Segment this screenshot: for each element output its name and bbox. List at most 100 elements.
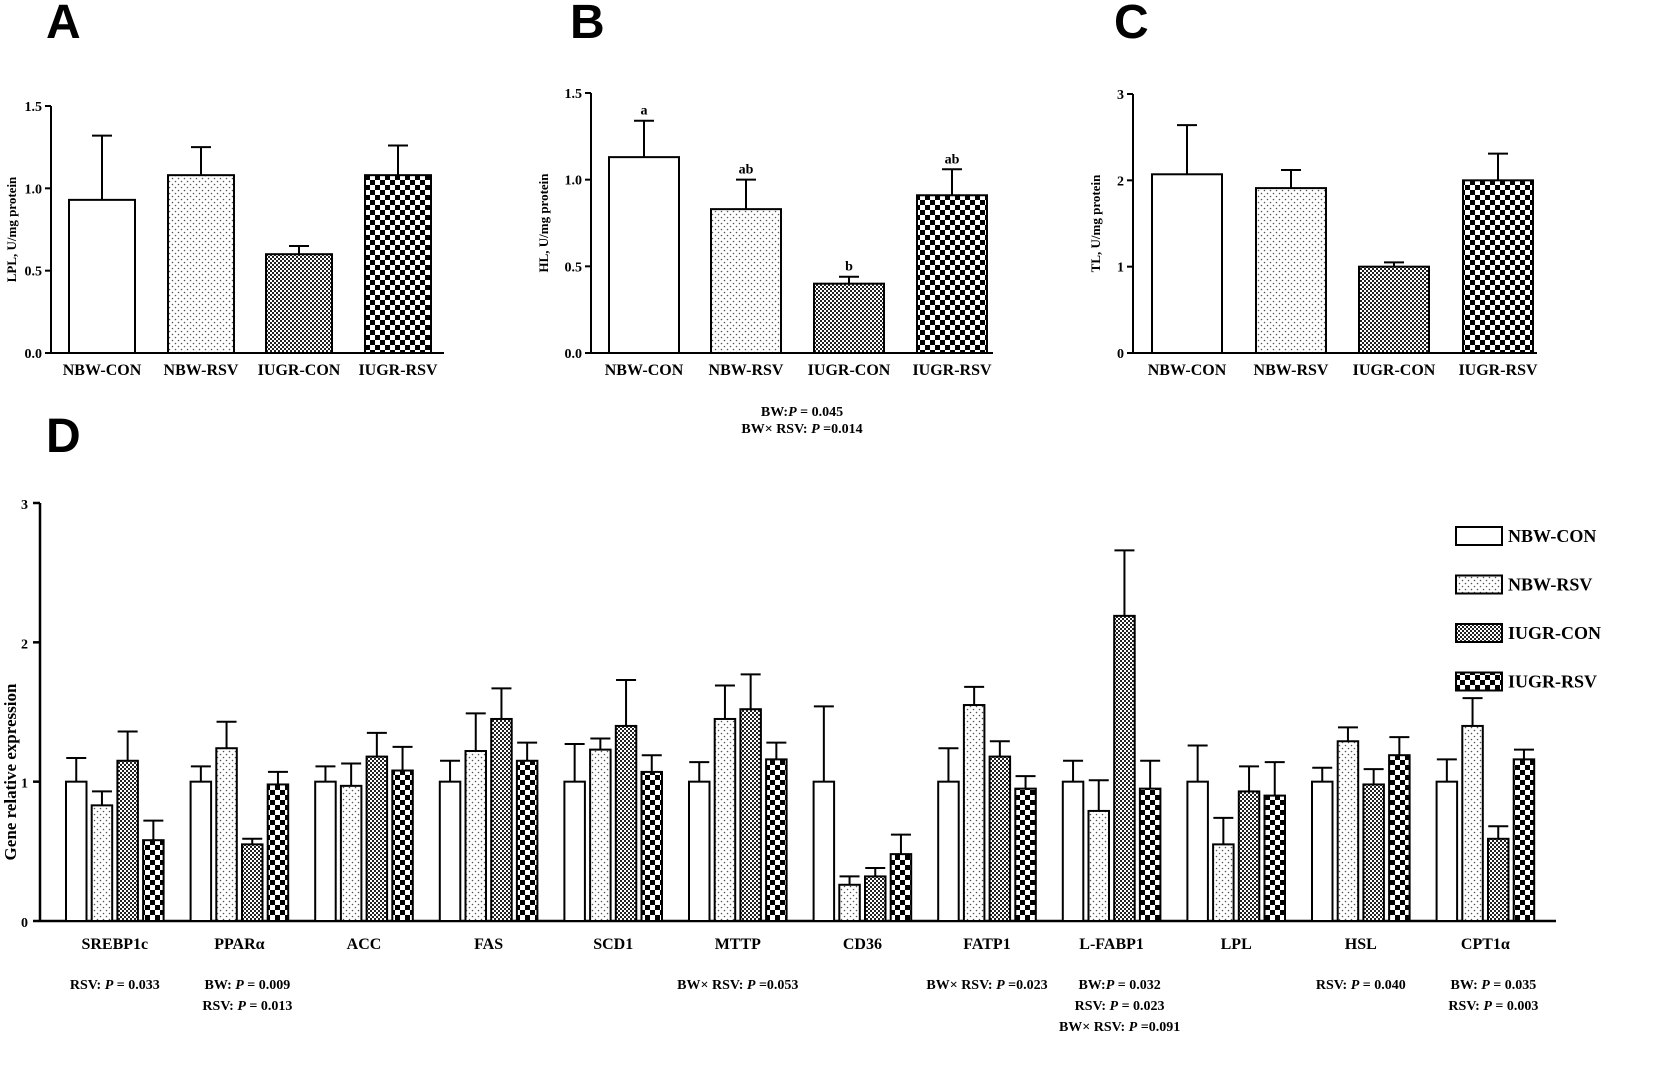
legend-swatch-iugr-con <box>1455 623 1503 643</box>
stats-note-d: BW: P = 0.009 <box>205 978 291 993</box>
y-tick-label-c: 3 <box>1117 88 1124 103</box>
stats-note-d: BW:P = 0.032 <box>1078 978 1160 993</box>
bar-pparα-nbw-rsv <box>215 747 238 923</box>
y-tick-label-a: 1.5 <box>25 100 43 115</box>
x-tick-label-c: IUGR-RSV <box>1458 362 1538 379</box>
bar-acc-iugr-rsv <box>391 769 414 923</box>
bar-a-iugr-con <box>265 253 333 354</box>
x-tick-label-b: NBW-CON <box>605 362 684 379</box>
y-tick-label-a: 0.0 <box>25 347 43 362</box>
significance-letter-b: ab <box>945 152 960 167</box>
x-tick-label-d: MTTP <box>715 936 761 953</box>
x-tick-label-c: NBW-RSV <box>1254 362 1329 379</box>
bar-acc-iugr-con <box>365 755 389 922</box>
stats-note-d: RSV: P = 0.023 <box>1075 999 1165 1014</box>
bar-c-nbw-rsv <box>1255 187 1327 354</box>
bar-lpl-iugr-con <box>1237 790 1261 922</box>
panel-letter-b: B <box>570 0 605 49</box>
x-tick-label-c: IUGR-CON <box>1353 362 1436 379</box>
bar-mttp-iugr-con <box>739 708 762 922</box>
panel-letter-a: A <box>46 0 81 49</box>
bar-hsl-nbw-con <box>1311 780 1334 923</box>
significance-letter-b: b <box>845 260 853 275</box>
bar-c-nbw-con <box>1151 173 1223 354</box>
bar-mttp-nbw-rsv <box>713 717 737 923</box>
x-tick-label-b: NBW-RSV <box>709 362 784 379</box>
bar-c-iugr-con <box>1358 265 1430 354</box>
bar-lpl-nbw-con <box>1186 780 1209 923</box>
y-axis-label-c: TL, U/mg protein <box>1088 174 1103 272</box>
bar-a-iugr-rsv <box>364 174 432 354</box>
stats-note-b: BW× RSV: P =0.014 <box>741 422 862 437</box>
bar-cpt1α-iugr-rsv <box>1512 758 1536 923</box>
bar-hsl-nbw-rsv <box>1336 740 1360 923</box>
x-tick-label-d: HSL <box>1345 936 1377 953</box>
bar-fatp1-nbw-con <box>937 780 960 923</box>
bar-pparα-iugr-rsv <box>266 783 290 922</box>
x-tick-label-a: IUGR-RSV <box>358 362 438 379</box>
y-axis-label-b: HL, U/mg protein <box>536 173 551 273</box>
stats-note-b: BW:P = 0.045 <box>761 405 843 420</box>
bar-scd1-nbw-rsv <box>589 748 612 922</box>
bar-srebp1c-nbw-con <box>65 780 88 923</box>
bar-acc-nbw-con <box>314 780 337 923</box>
legend-label-iugr-rsv: IUGR-RSV <box>1508 672 1597 692</box>
stats-note-d: BW× RSV: P =0.091 <box>1059 1020 1180 1035</box>
x-tick-label-d: CD36 <box>843 936 882 953</box>
y-tick-label-c: 0 <box>1117 347 1124 362</box>
x-tick-label-c: NBW-CON <box>1148 362 1227 379</box>
significance-letter-b: a <box>641 104 648 119</box>
bar-b-iugr-rsv <box>916 194 988 354</box>
bar-fas-nbw-con <box>438 780 462 923</box>
bar-scd1-iugr-rsv <box>640 770 663 922</box>
panel-letter-d: D <box>46 410 81 463</box>
bar-fas-iugr-rsv <box>515 759 539 922</box>
bar-scd1-nbw-con <box>563 780 586 923</box>
bar-cd36-nbw-rsv <box>838 883 861 922</box>
x-tick-label-d: PPARα <box>214 936 264 953</box>
stats-note-d: RSV: P = 0.013 <box>202 999 292 1014</box>
legend-label-nbw-con: NBW-CON <box>1508 526 1596 546</box>
legend-swatch-nbw-rsv <box>1455 574 1503 595</box>
stats-note-d: RSV: P = 0.003 <box>1448 999 1538 1014</box>
y-tick-label-d: 1 <box>21 777 28 792</box>
bar-b-iugr-con <box>813 282 885 354</box>
x-tick-label-d: SREBP1c <box>81 936 148 953</box>
x-tick-label-b: IUGR-CON <box>808 362 891 379</box>
x-tick-label-d: FAS <box>474 936 503 953</box>
x-tick-label-d: FATP1 <box>963 936 1010 953</box>
bar-l-fabp1-nbw-con <box>1061 780 1085 923</box>
bar-srebp1c-nbw-rsv <box>90 804 114 922</box>
bar-b-nbw-rsv <box>710 208 782 354</box>
x-tick-label-d: CPT1α <box>1461 936 1510 953</box>
stats-note-d: RSV: P = 0.040 <box>1316 978 1406 993</box>
bar-pparα-iugr-con <box>241 843 264 922</box>
bar-l-fabp1-iugr-con <box>1113 614 1136 922</box>
bar-mttp-nbw-con <box>688 780 711 923</box>
bar-lpl-nbw-rsv <box>1212 843 1235 922</box>
x-tick-label-a: IUGR-CON <box>258 362 341 379</box>
bar-hsl-iugr-rsv <box>1388 754 1411 923</box>
chart-panel-d: 0 1 2 3 Gene relative expression SREBP1c PPARα… <box>1 498 1601 1035</box>
legend-label-iugr-con: IUGR-CON <box>1508 623 1601 643</box>
chart-panel-c: 0 1 2 3 TL, U/mg protein NBW-CON NBW-RSV IUGR-C… <box>1088 88 1538 379</box>
bar-a-nbw-rsv <box>167 174 235 354</box>
bar-lpl-iugr-rsv <box>1263 794 1286 922</box>
bar-fatp1-iugr-con <box>988 755 1012 922</box>
bar-pparα-nbw-con <box>189 780 213 923</box>
bar-l-fabp1-iugr-rsv <box>1138 787 1162 923</box>
bar-b-nbw-con <box>608 156 680 354</box>
bar-fas-nbw-rsv <box>464 750 487 922</box>
bar-fatp1-iugr-rsv <box>1014 787 1037 923</box>
bar-srebp1c-iugr-rsv <box>142 839 165 922</box>
y-axis-label-a: LPL, U/mg protein <box>4 176 19 282</box>
x-tick-label-d: ACC <box>347 936 382 953</box>
legend-swatch-nbw-con <box>1455 526 1503 546</box>
y-tick-label-a: 1.0 <box>25 182 43 197</box>
y-tick-label-d: 3 <box>21 498 28 513</box>
x-tick-label-d: LPL <box>1221 936 1252 953</box>
bar-acc-nbw-rsv <box>339 784 363 923</box>
bar-c-iugr-rsv <box>1462 179 1534 354</box>
y-tick-label-b: 1.5 <box>565 87 583 102</box>
y-tick-label-c: 2 <box>1117 174 1124 189</box>
